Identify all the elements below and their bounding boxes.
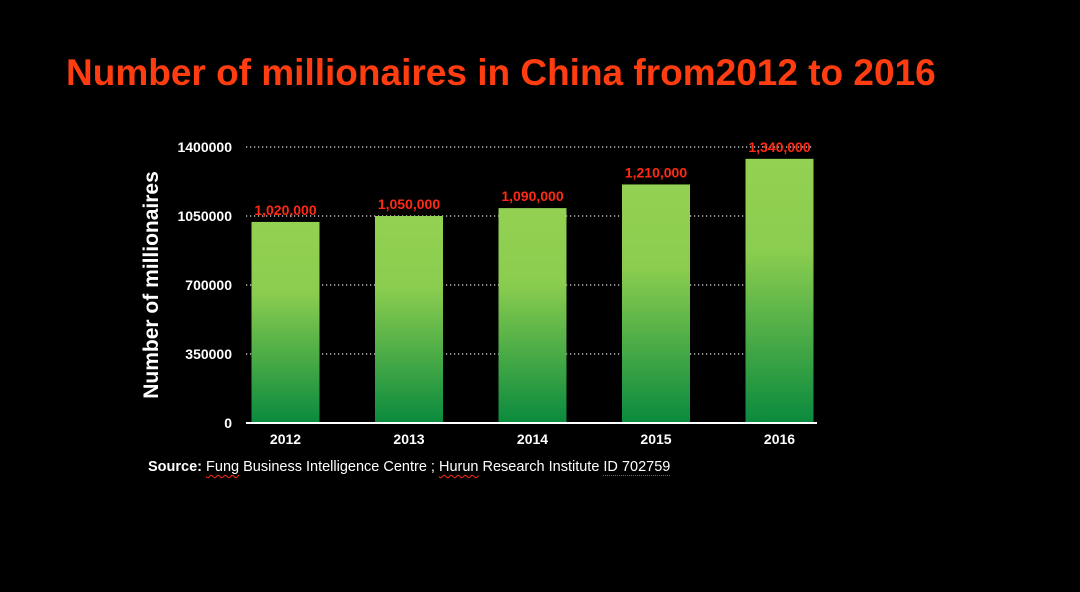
data-label: 1,090,000	[501, 188, 563, 204]
source-fung: Fung	[206, 459, 240, 475]
y-tick-label: 1400000	[177, 139, 232, 155]
bar-2013	[375, 216, 443, 423]
source-label: Source:	[148, 459, 202, 475]
y-tick-label: 1050000	[177, 208, 232, 224]
bar-2014	[498, 208, 567, 423]
labels: 0 350000 700000 1050000 1400000 1,020,000 2012…	[177, 139, 810, 447]
x-tick-label: 2015	[640, 431, 671, 447]
y-tick-label: 350000	[185, 346, 232, 362]
source-hurun: Hurun	[438, 459, 479, 475]
source-text-2: Research Institute	[478, 459, 604, 475]
bar-2016	[745, 158, 814, 424]
data-label: 1,210,000	[625, 164, 687, 180]
data-label: 1,020,000	[254, 202, 316, 218]
bar-2012	[251, 221, 320, 423]
y-tick-label: 0	[224, 415, 232, 431]
source-note: Source: Fung Business Intelligence Centr…	[148, 459, 671, 476]
source-text-1: Business Intelligence Centre ;	[239, 459, 439, 475]
x-tick-label: 2016	[764, 431, 795, 447]
bar-2015	[622, 184, 690, 423]
x-tick-label: 2014	[517, 431, 548, 447]
source-id: ID 702759	[603, 459, 671, 476]
y-axis-label: Number of millionaires	[140, 171, 163, 399]
x-tick-label: 2012	[270, 431, 301, 447]
data-label: 1,050,000	[378, 196, 440, 212]
x-tick-label: 2013	[393, 431, 424, 447]
data-label: 1,340,000	[748, 139, 810, 155]
y-tick-label: 700000	[185, 277, 232, 293]
bars	[251, 158, 814, 424]
chart-title: Number of millionaires in China from2012…	[66, 52, 936, 93]
